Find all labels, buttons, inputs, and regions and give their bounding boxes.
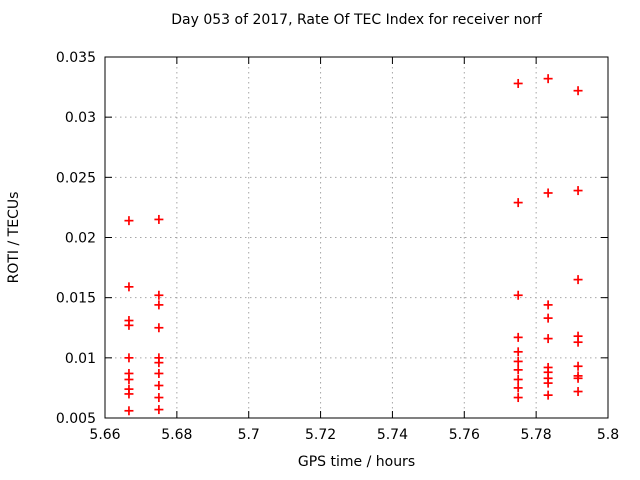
data-point-marker	[124, 282, 134, 292]
data-point-marker	[124, 353, 134, 363]
data-point-marker	[573, 337, 583, 347]
y-tick-label: 0.01	[65, 351, 96, 367]
data-point-marker	[513, 365, 523, 375]
x-tick-label: 5.74	[377, 427, 408, 443]
data-point-marker	[573, 361, 583, 371]
y-tick-label: 0.03	[65, 110, 96, 126]
data-point-marker	[124, 320, 134, 330]
x-tick-label: 5.72	[305, 427, 336, 443]
data-point-marker	[124, 374, 134, 384]
y-tick-label: 0.005	[56, 411, 96, 427]
data-point-marker	[573, 373, 583, 383]
data-point-marker	[573, 275, 583, 285]
data-point-marker	[513, 374, 523, 384]
data-point-marker	[513, 290, 523, 300]
x-tick-label: 5.8	[597, 427, 619, 443]
data-point-marker	[154, 358, 164, 368]
data-point-marker	[573, 186, 583, 196]
y-tick-label: 0.02	[65, 231, 96, 247]
data-point-marker	[154, 368, 164, 378]
data-point-marker	[513, 393, 523, 403]
data-point-marker	[543, 74, 553, 84]
data-point-marker	[124, 389, 134, 399]
x-tick-label: 5.68	[161, 427, 192, 443]
data-point-marker	[154, 405, 164, 415]
x-tick-label: 5.76	[449, 427, 480, 443]
data-point-marker	[154, 381, 164, 391]
y-tick-label: 0.035	[56, 50, 96, 66]
y-tick-label: 0.015	[56, 291, 96, 307]
data-point-marker	[154, 290, 164, 300]
data-point-marker	[513, 198, 523, 208]
data-point-marker	[543, 334, 553, 344]
data-point-marker	[513, 356, 523, 366]
data-point-marker	[154, 214, 164, 224]
data-point-marker	[543, 300, 553, 310]
data-point-marker	[573, 387, 583, 397]
data-point-marker	[124, 216, 134, 226]
data-point-marker	[543, 378, 553, 388]
x-tick-label: 5.7	[238, 427, 260, 443]
data-point-marker	[513, 78, 523, 88]
chart-title: Day 053 of 2017, Rate Of TEC Index for r…	[171, 12, 542, 28]
data-point-marker	[543, 313, 553, 323]
data-point-marker	[543, 390, 553, 400]
data-point-marker	[573, 86, 583, 96]
data-point-marker	[124, 406, 134, 416]
data-point-marker	[513, 383, 523, 393]
y-axis-label: ROTI / TECUs	[6, 192, 22, 284]
data-point-marker	[513, 332, 523, 342]
data-point-marker	[154, 300, 164, 310]
x-tick-label: 5.78	[521, 427, 552, 443]
data-point-marker	[154, 323, 164, 333]
data-point-marker	[513, 347, 523, 357]
data-point-marker	[154, 393, 164, 403]
data-point-marker	[543, 188, 553, 198]
y-tick-label: 0.025	[56, 170, 96, 186]
x-axis-label: GPS time / hours	[298, 454, 415, 470]
x-tick-label: 5.66	[89, 427, 120, 443]
